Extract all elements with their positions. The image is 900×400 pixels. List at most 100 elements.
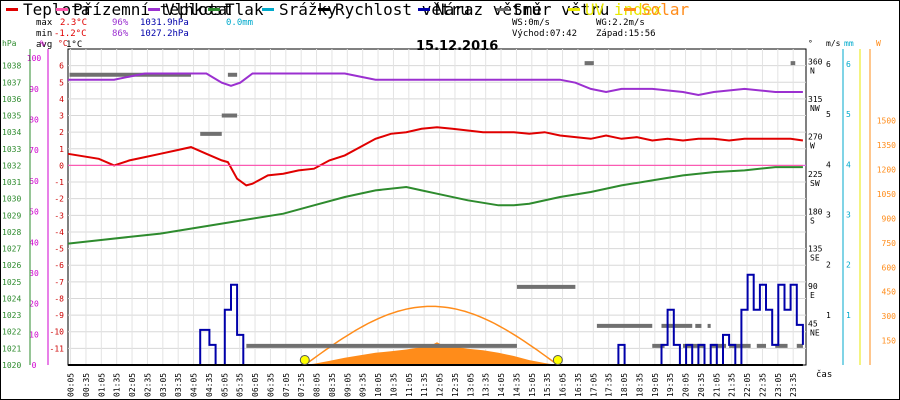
stats-min-temp: -1.2°C (54, 29, 87, 39)
legend-label: UV index (585, 0, 663, 19)
x-tick-label: 06:05 (251, 373, 260, 397)
wind-dir-label: SE (810, 254, 820, 263)
pressure-tick: 1032 (2, 161, 21, 170)
axis-unit-w: W (876, 39, 881, 48)
x-tick-label: 10:35 (389, 373, 398, 397)
plot-area (67, 48, 807, 366)
humidity-tick: 30 (29, 269, 39, 278)
temperature-tick: -5 (54, 245, 64, 254)
pressure-tick: 1030 (2, 195, 21, 204)
pressure-tick: 1034 (2, 128, 21, 137)
pressure-tick: 1024 (2, 294, 21, 303)
pressure-tick: 1023 (2, 311, 21, 320)
temperature-tick: 3 (59, 112, 64, 121)
x-tick-label: 12:35 (451, 373, 460, 397)
x-tick-label: 00:35 (82, 373, 91, 397)
x-tick-label: 20:05 (682, 373, 691, 397)
x-tick-label: 13:05 (466, 373, 475, 397)
x-tick-label: 04:35 (205, 373, 214, 397)
rain-tick: 2 (846, 261, 851, 270)
pressure-tick: 1037 (2, 78, 21, 87)
humidity-tick: 0 (32, 361, 37, 370)
uv-marker (299, 355, 310, 365)
legend-swatch (318, 8, 330, 11)
humidity-tick: 90 (29, 85, 39, 94)
legend-item-3: Tlak (208, 0, 264, 19)
pressure-tick: 1029 (2, 211, 21, 220)
x-tick-label: 05:05 (220, 373, 229, 397)
sunrise-time: Východ:07:42 (512, 29, 578, 39)
x-tick-label: 19:05 (651, 373, 660, 397)
stats-min-label: min (36, 29, 53, 39)
solar-measured-area (301, 342, 557, 365)
x-tick-label: 08:05 (313, 373, 322, 397)
x-tick-label: 18:35 (635, 373, 644, 397)
rain-tick: 4 (846, 160, 851, 169)
pressure-tick: 1021 (2, 344, 21, 353)
axis-unit-deg: ° (808, 39, 813, 48)
humidity-tick: 40 (29, 238, 39, 247)
legend-swatch (624, 8, 636, 11)
x-axis-unit: čas (816, 369, 832, 380)
x-tick-label: 08:35 (328, 373, 337, 397)
x-tick-label: 07:35 (297, 373, 306, 397)
series-n-raz-v-tru (68, 273, 804, 366)
legend-item-7: Směr větru (496, 0, 609, 19)
wind-dir-label: E (810, 291, 815, 300)
legend-swatch (6, 8, 18, 11)
wind-speed-tick: 6 (826, 60, 831, 69)
wind-dir-tick: 315 (808, 95, 823, 104)
solar-tick: 1500 (877, 117, 896, 126)
x-tick-label: 14:35 (512, 373, 521, 397)
x-tick-label: 16:05 (559, 373, 568, 397)
x-tick-label: 14:05 (497, 373, 506, 397)
x-tick-label: 00:05 (67, 373, 76, 397)
x-tick-label: 10:05 (374, 373, 383, 397)
temperature-tick: -10 (50, 328, 65, 337)
wind-dir-tick: 135 (808, 245, 823, 254)
wind-dir-label: S (810, 216, 815, 225)
wind-speed-tick: 4 (826, 160, 831, 169)
temperature-tick: -4 (54, 228, 64, 237)
axis-unit-mm: mm (844, 39, 854, 48)
x-tick-label: 15:05 (528, 373, 537, 397)
temperature-tick: -9 (54, 311, 64, 320)
x-tick-label: 01:05 (97, 373, 106, 397)
x-tick-label: 03:05 (159, 373, 168, 397)
legend-item-2: Vlhkost (148, 0, 232, 19)
solar-tick: 300 (882, 312, 897, 321)
pressure-tick: 1035 (2, 112, 21, 121)
x-tick-label: 22:05 (743, 373, 752, 397)
solar-tick: 750 (882, 239, 897, 248)
axis-unit-temp: °C (58, 39, 68, 48)
humidity-tick: 100 (27, 54, 42, 63)
legend-label: Náraz větru (435, 0, 541, 19)
axis-unit-pct: % (40, 39, 45, 48)
x-tick-label: 02:35 (143, 373, 152, 397)
x-tick-label: 04:05 (190, 373, 199, 397)
temperature-tick: -7 (54, 278, 64, 287)
stats-avg-label: avg (36, 40, 53, 50)
rain-tick: 1 (846, 311, 851, 320)
temperature-tick: -11 (50, 344, 65, 353)
legend-label: Rychlost větru (335, 0, 470, 19)
wind-dir-tick: 180 (808, 207, 823, 216)
legend-swatch (496, 8, 508, 11)
x-tick-label: 03:35 (174, 373, 183, 397)
wind-dir-label: W (810, 141, 815, 150)
x-tick-label: 12:05 (436, 373, 445, 397)
wind-dir-tick: 225 (808, 170, 823, 179)
pressure-tick: 1036 (2, 95, 21, 104)
temperature-tick: 2 (59, 128, 64, 137)
temperature-tick: -1 (54, 178, 64, 187)
axis-unit-hpa: hPa (2, 39, 17, 48)
wind-speed-tick: 1 (826, 311, 831, 320)
legend-label: Vlhkost (165, 0, 233, 19)
legend-swatch (208, 8, 220, 11)
solar-tick: 1050 (877, 190, 896, 199)
x-tick-label: 20:35 (697, 373, 706, 397)
legend-label: Solar (641, 0, 690, 19)
wind-dir-label: N (810, 67, 815, 76)
wind-ws: WS:0m/s (512, 18, 550, 28)
